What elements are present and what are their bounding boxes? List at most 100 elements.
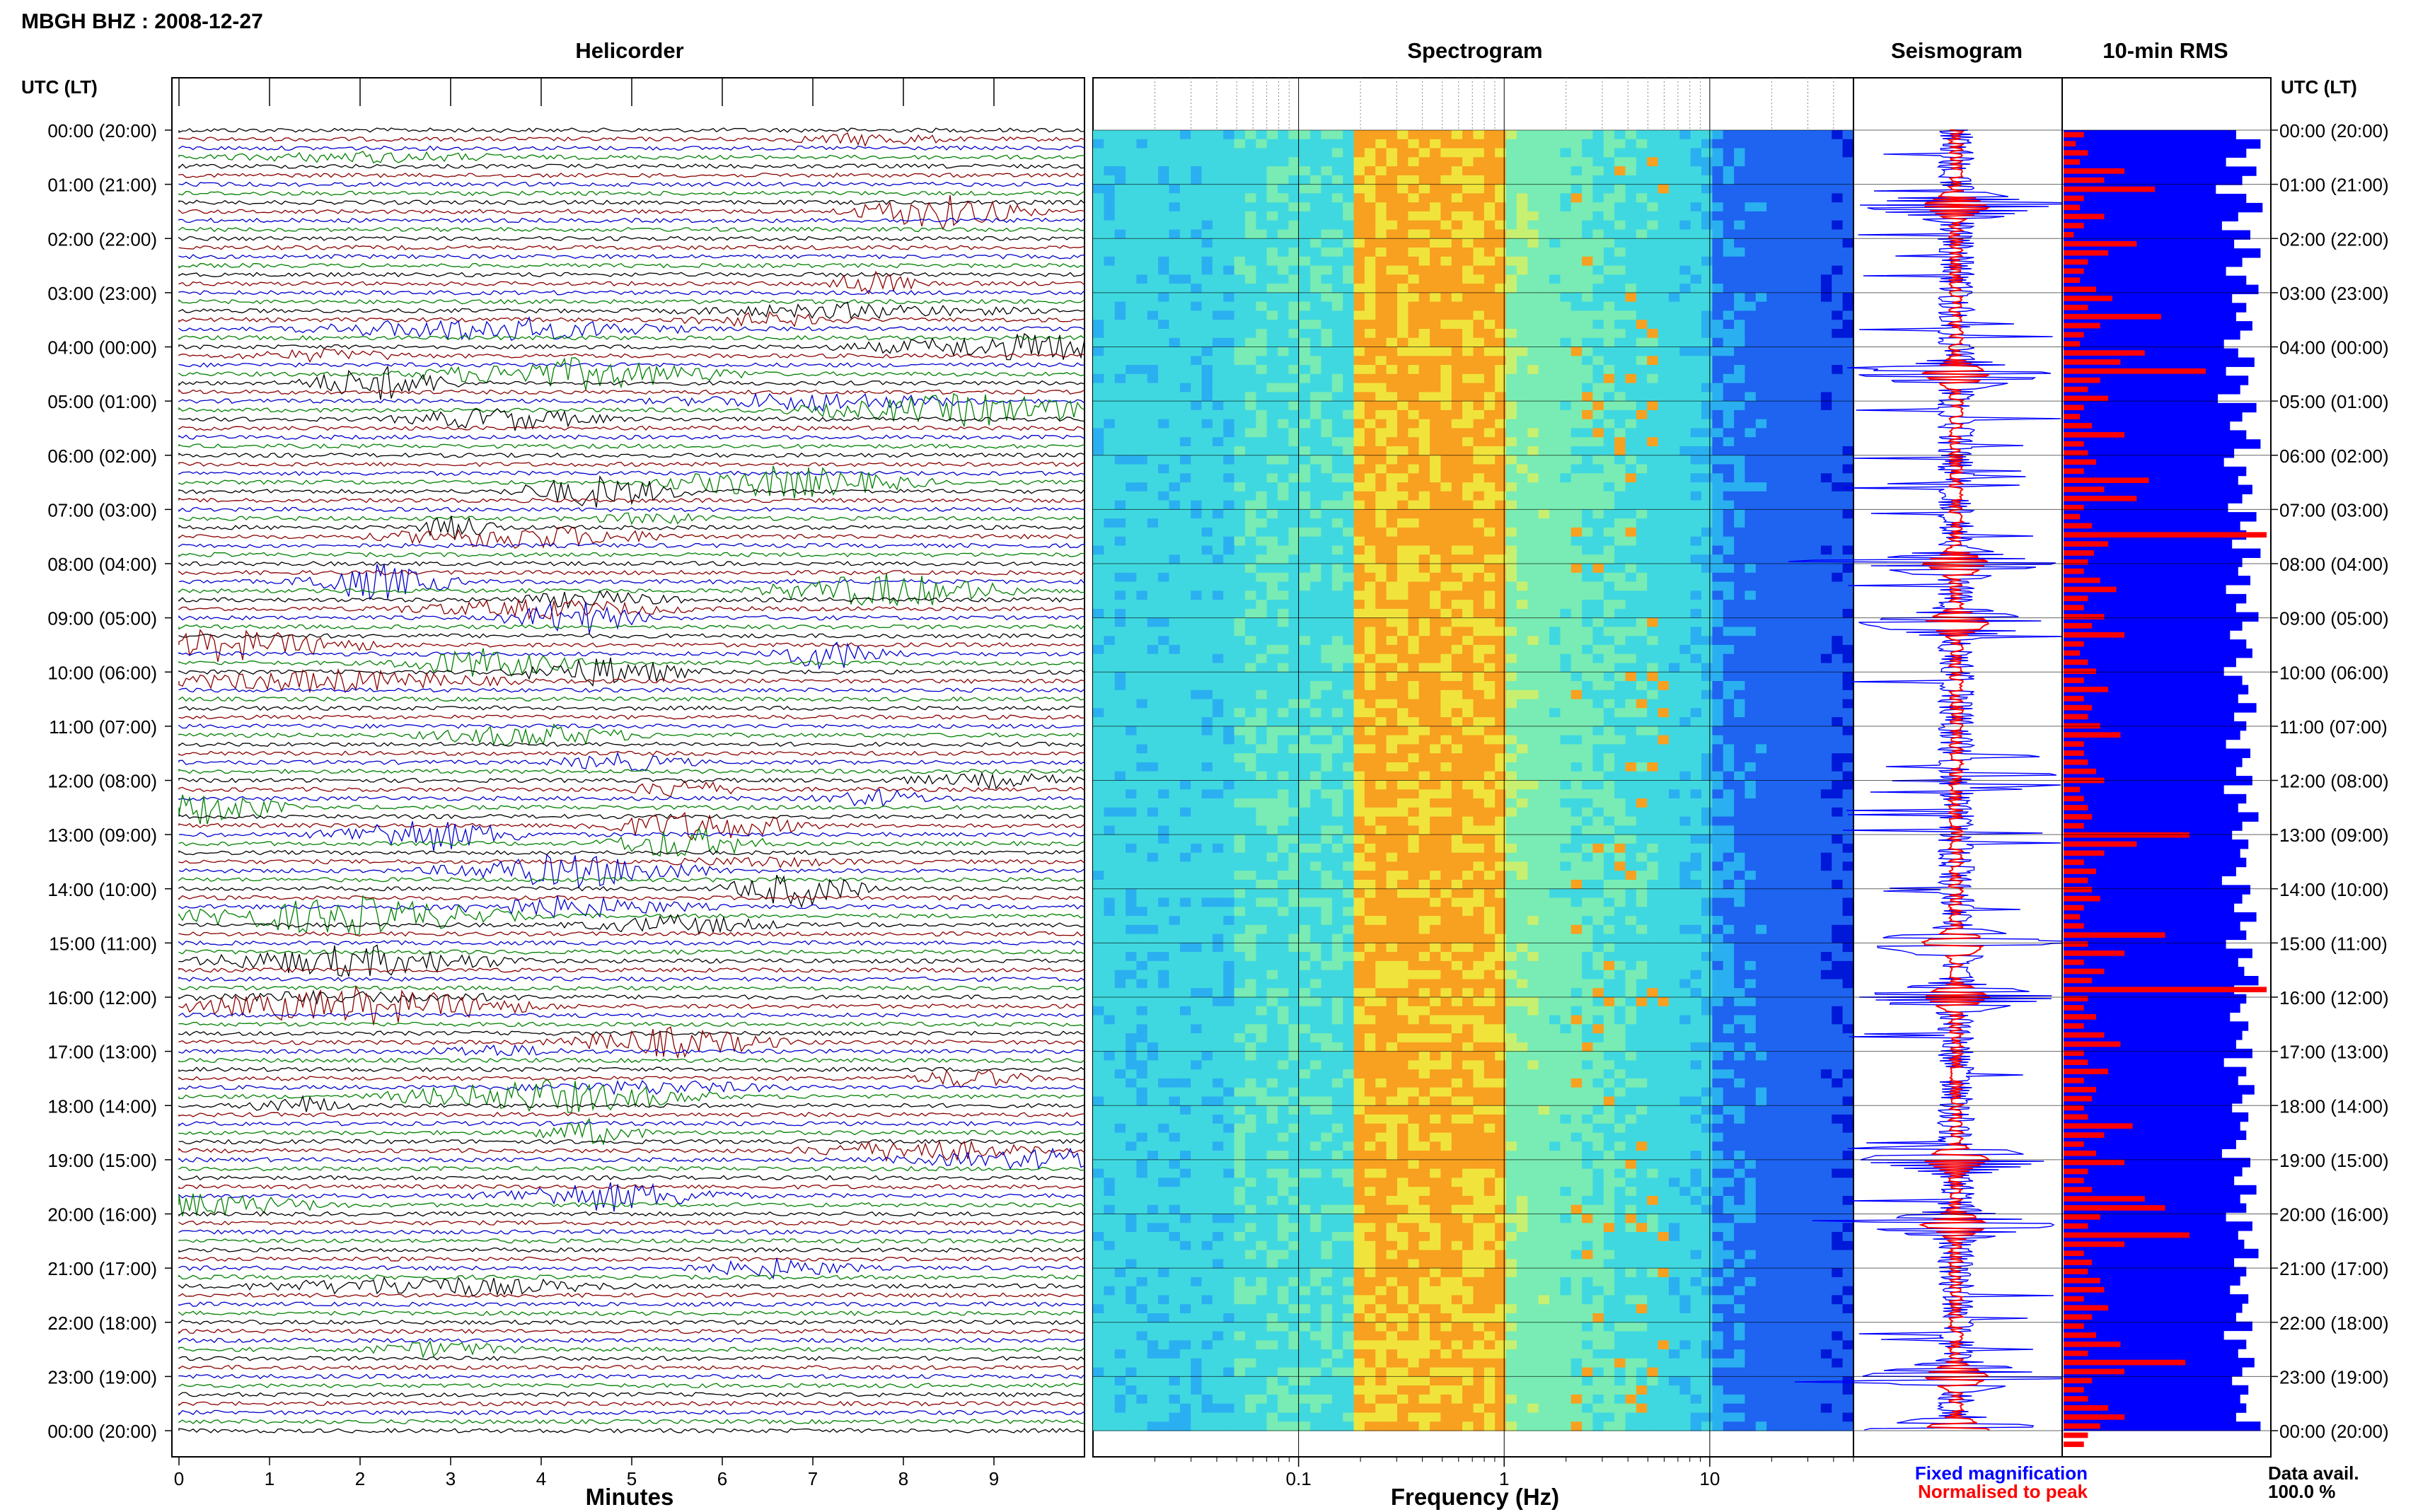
spectrogram-cell bbox=[1126, 726, 1138, 736]
spectrogram-cell bbox=[1636, 166, 1648, 176]
spectrogram-cell bbox=[1278, 482, 1290, 492]
spectrogram-cell bbox=[1158, 572, 1170, 583]
spectrogram-cell bbox=[1266, 193, 1278, 203]
spectrogram-cell bbox=[1256, 564, 1268, 574]
spectrogram-cell bbox=[1495, 699, 1507, 709]
spectrogram-cell bbox=[1179, 554, 1191, 564]
spectrogram-cell bbox=[1483, 284, 1496, 293]
spectrogram-cell bbox=[1483, 157, 1496, 167]
spectrogram-cell bbox=[1212, 265, 1224, 275]
spectrogram-cell bbox=[1114, 401, 1126, 411]
spectrogram-cell bbox=[1299, 564, 1311, 574]
spectrogram-cell bbox=[1408, 690, 1420, 700]
spectrogram-cell bbox=[1701, 292, 1713, 303]
spectrogram-cell bbox=[1321, 175, 1333, 185]
spectrogram-cell bbox=[1212, 455, 1224, 465]
spectrogram-cell bbox=[1538, 175, 1550, 185]
spectrogram-cell bbox=[1592, 644, 1604, 655]
spectrogram-cell bbox=[1343, 229, 1355, 239]
spectrogram-cell bbox=[1570, 337, 1583, 348]
spectrogram-cell bbox=[1473, 663, 1485, 673]
spectrogram-cell bbox=[1212, 401, 1224, 411]
spectrogram-cell bbox=[1570, 663, 1583, 673]
spectrogram-cell bbox=[1549, 518, 1561, 528]
spectrogram-cell bbox=[1288, 248, 1300, 257]
spectrogram-cell bbox=[1321, 310, 1333, 320]
spectrogram-cell bbox=[1136, 419, 1148, 429]
helicorder-trace bbox=[178, 648, 1085, 678]
spectrogram-cell bbox=[1343, 148, 1355, 158]
spectrogram-cell bbox=[1169, 581, 1181, 591]
spectrogram-cell bbox=[1386, 735, 1398, 745]
spectrogram-cell bbox=[1538, 166, 1550, 176]
spectrogram-cell bbox=[1408, 166, 1420, 176]
spectrogram-cell bbox=[1505, 545, 1517, 555]
spectrogram-cell bbox=[1234, 229, 1246, 239]
spectrogram-cell bbox=[1179, 175, 1191, 185]
spectrogram-cell bbox=[1114, 139, 1126, 149]
spectrogram-cell bbox=[1505, 509, 1517, 519]
spectrogram-cell bbox=[1582, 653, 1594, 664]
spectrogram-cell bbox=[1549, 455, 1561, 465]
spectrogram-cell bbox=[1766, 130, 1778, 140]
spectrogram-cell bbox=[1516, 600, 1528, 610]
spectrogram-cell bbox=[1603, 473, 1615, 483]
spectrogram-cell bbox=[1734, 735, 1746, 745]
spectrogram-cell bbox=[1440, 672, 1452, 682]
spectrogram-cell bbox=[1614, 392, 1626, 402]
spectrogram-cell bbox=[1636, 392, 1648, 402]
spectrogram-cell bbox=[1234, 564, 1246, 574]
spectrogram-cell bbox=[1625, 383, 1637, 392]
spectrogram-cell bbox=[1495, 347, 1507, 356]
spectrogram-cell bbox=[1104, 617, 1116, 627]
spectrogram-cell bbox=[1810, 428, 1822, 438]
spectrogram-cell bbox=[1527, 320, 1539, 330]
spectrogram-cell bbox=[1256, 184, 1268, 194]
spectrogram-cell bbox=[1625, 256, 1637, 267]
spectrogram-cell bbox=[1353, 320, 1365, 330]
spectrogram-cell bbox=[1310, 681, 1322, 691]
spectrogram-cell bbox=[1723, 337, 1735, 348]
spectrogram-cell bbox=[1658, 383, 1670, 392]
helicorder-trace bbox=[178, 506, 1085, 513]
spectrogram-cell bbox=[1745, 617, 1757, 627]
spectrogram-cell bbox=[1679, 419, 1691, 429]
spectrogram-cell bbox=[1701, 238, 1713, 248]
spectrogram-cell bbox=[1364, 455, 1376, 465]
spectrogram-cell bbox=[1777, 409, 1789, 420]
spectrogram-cell bbox=[1832, 211, 1844, 221]
spectrogram-cell bbox=[1842, 744, 1854, 754]
spectrogram-cell bbox=[1126, 193, 1138, 203]
spectrogram-cell bbox=[1745, 608, 1757, 619]
spectrogram-cell bbox=[1668, 248, 1680, 257]
spectrogram-cell bbox=[1527, 690, 1539, 700]
spectrogram-cell bbox=[1462, 681, 1474, 691]
spectrogram-cell bbox=[1147, 437, 1159, 447]
spectrogram-cell bbox=[1690, 464, 1702, 474]
spectrogram-cell bbox=[1234, 365, 1246, 375]
spectrogram-cell bbox=[1310, 347, 1322, 356]
spectrogram-cell bbox=[1582, 401, 1594, 411]
spectrogram-cell bbox=[1386, 726, 1398, 736]
spectrogram-cell bbox=[1527, 284, 1539, 293]
spectrogram-cell bbox=[1266, 184, 1278, 194]
helicorder-trace bbox=[178, 408, 1085, 431]
spectrogram-cell bbox=[1278, 455, 1290, 465]
spectrogram-cell bbox=[1582, 491, 1594, 501]
spectrogram-cell bbox=[1212, 564, 1224, 574]
spectrogram-cell bbox=[1288, 148, 1300, 158]
spectrogram-cell bbox=[1191, 663, 1203, 673]
spectrogram-cell bbox=[1603, 608, 1615, 619]
spectrogram-cell bbox=[1745, 157, 1757, 167]
spectrogram-cell bbox=[1386, 329, 1398, 339]
spectrogram-cell bbox=[1582, 347, 1594, 356]
helicorder-trace bbox=[178, 461, 1085, 467]
spectrogram-cell bbox=[1549, 500, 1561, 510]
spectrogram-cell bbox=[1766, 329, 1778, 339]
spectrogram-cell bbox=[1256, 545, 1268, 555]
spectrogram-cell bbox=[1799, 419, 1811, 429]
spectrogram-cell bbox=[1179, 617, 1191, 627]
spectrogram-cell bbox=[1603, 717, 1615, 727]
spectrogram-cell bbox=[1310, 320, 1322, 330]
spectrogram-cell bbox=[1505, 591, 1517, 600]
